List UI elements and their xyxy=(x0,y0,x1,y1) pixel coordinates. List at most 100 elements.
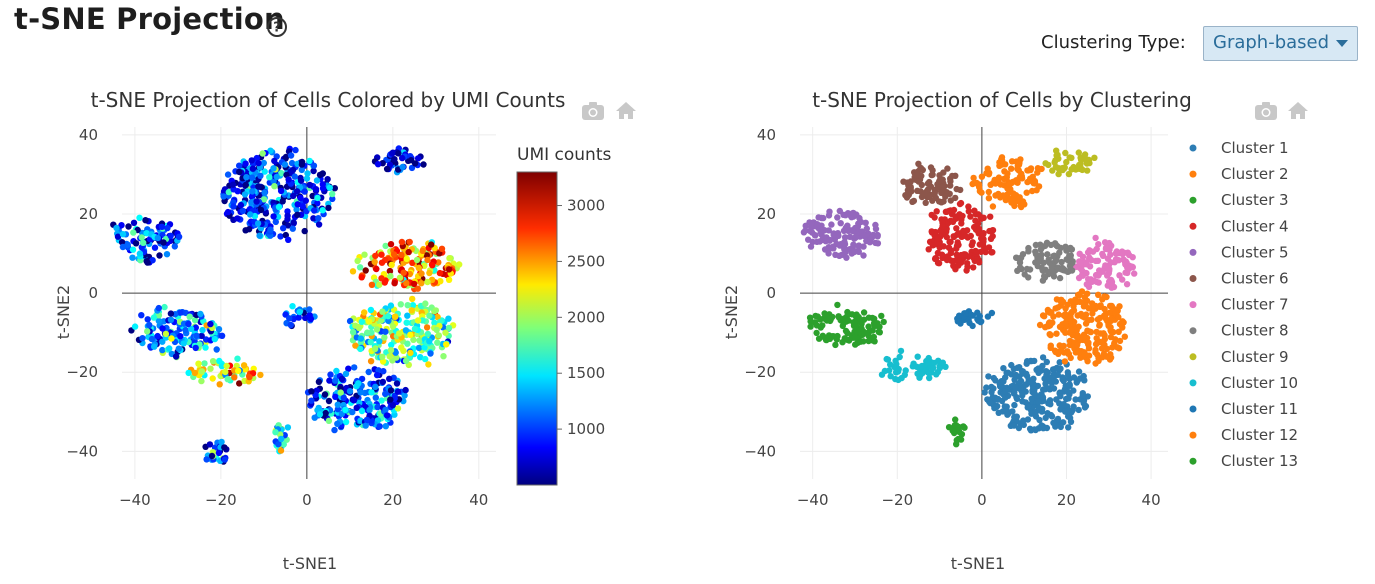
cluster-point xyxy=(1125,265,1133,272)
umi-point xyxy=(294,211,301,218)
umi-point xyxy=(372,394,379,401)
cluster-point xyxy=(1084,358,1091,365)
cluster-point xyxy=(931,255,939,263)
umi-point xyxy=(248,157,255,164)
umi-y-axis-label: t-SNE2 xyxy=(54,285,73,339)
cluster-point xyxy=(1093,278,1100,286)
umi-point xyxy=(319,207,326,214)
home-icon[interactable] xyxy=(616,102,636,119)
cluster-point xyxy=(1015,424,1023,432)
cluster-point xyxy=(903,194,911,201)
legend-label[interactable]: Cluster 10 xyxy=(1221,374,1298,392)
cluster-point xyxy=(1023,360,1030,367)
cluster-point xyxy=(976,241,983,248)
cluster-point xyxy=(1058,266,1065,273)
cluster-point xyxy=(1063,158,1070,166)
umi-point xyxy=(203,456,210,463)
umi-point xyxy=(218,438,225,446)
umi-scatter-chart[interactable]: t-SNE Projection of Cells Colored by UMI… xyxy=(0,0,660,584)
legend-label[interactable]: Cluster 9 xyxy=(1221,348,1289,366)
umi-point xyxy=(187,325,195,332)
umi-point xyxy=(325,417,333,424)
cluster-point xyxy=(1062,149,1069,157)
cluster-point xyxy=(949,172,956,180)
camera-icon[interactable] xyxy=(582,102,604,120)
umi-point xyxy=(373,326,381,333)
umi-point xyxy=(211,335,218,343)
cluster-point xyxy=(1085,339,1092,346)
umi-point xyxy=(310,215,317,222)
legend-label[interactable]: Cluster 7 xyxy=(1221,296,1289,314)
cluster-point xyxy=(883,355,890,363)
legend-label[interactable]: Cluster 4 xyxy=(1221,217,1289,235)
cluster-point xyxy=(973,248,980,255)
umi-point xyxy=(403,280,410,287)
cluster-point xyxy=(974,228,982,235)
cluster-point xyxy=(1076,260,1084,267)
umi-point xyxy=(391,156,398,163)
cluster-point xyxy=(1039,394,1047,401)
umi-point xyxy=(409,302,417,309)
cluster-point xyxy=(924,359,931,366)
cluster-point xyxy=(1057,365,1064,372)
cluster-point xyxy=(1123,281,1131,288)
cluster-point xyxy=(812,232,819,239)
umi-point xyxy=(391,280,398,287)
cluster-point xyxy=(1060,401,1067,408)
cluster-point xyxy=(1042,380,1049,387)
cluster-point xyxy=(867,236,874,244)
legend-label[interactable]: Cluster 6 xyxy=(1221,270,1289,288)
cluster-point xyxy=(996,162,1003,169)
cluster-point xyxy=(988,383,995,391)
cluster-point xyxy=(1044,410,1051,417)
umi-point xyxy=(404,302,411,309)
umi-point xyxy=(239,207,247,215)
cluster-point xyxy=(1112,307,1119,315)
umi-point xyxy=(327,371,334,378)
camera-icon[interactable] xyxy=(1255,102,1277,120)
home-icon[interactable] xyxy=(1288,102,1308,119)
cluster-point xyxy=(1091,154,1098,161)
umi-point xyxy=(393,380,401,387)
legend-label[interactable]: Cluster 5 xyxy=(1221,243,1289,261)
umi-point xyxy=(277,447,285,454)
cluster-point xyxy=(1038,165,1045,173)
umi-point xyxy=(424,256,431,264)
cluster-point xyxy=(1051,240,1059,247)
legend-label[interactable]: Cluster 8 xyxy=(1221,322,1289,340)
legend-marker xyxy=(1189,248,1197,256)
legend-label[interactable]: Cluster 2 xyxy=(1221,165,1289,183)
umi-point xyxy=(297,174,304,182)
cluster-point xyxy=(1064,413,1072,420)
legend-label[interactable]: Cluster 12 xyxy=(1221,426,1298,444)
legend-label[interactable]: Cluster 1 xyxy=(1221,139,1289,157)
clustering-type-select[interactable]: Graph-based xyxy=(1203,26,1358,61)
cluster-scatter-chart[interactable]: t-SNE Projection of Cells by Clustering … xyxy=(690,0,1375,584)
question-circle-icon[interactable]: ? xyxy=(266,16,288,42)
cluster-point xyxy=(931,214,938,221)
legend-label[interactable]: Cluster 11 xyxy=(1221,400,1298,418)
cluster-point xyxy=(952,416,959,423)
umi-point xyxy=(415,264,422,272)
cluster-point xyxy=(968,311,975,319)
cluster-point xyxy=(1107,251,1114,258)
cluster-point xyxy=(895,376,902,384)
umi-point xyxy=(223,362,230,370)
cluster-point xyxy=(1009,197,1016,204)
umi-point xyxy=(349,268,357,275)
umi-point xyxy=(400,269,407,276)
umi-point xyxy=(424,278,431,286)
umi-point xyxy=(114,233,122,240)
umi-point xyxy=(180,340,187,347)
cluster-point xyxy=(1102,244,1110,251)
cluster-legend: Cluster 1 Cluster 2 Cluster 3 Cluster 4 Clus… xyxy=(1189,139,1298,470)
cluster-point xyxy=(1106,239,1113,247)
umi-point xyxy=(414,285,421,292)
umi-point xyxy=(380,368,387,375)
legend-label[interactable]: Cluster 13 xyxy=(1221,452,1298,470)
umi-point xyxy=(349,328,357,336)
cluster-point xyxy=(846,233,854,240)
cluster-point xyxy=(1075,347,1082,354)
umi-point xyxy=(443,341,450,348)
legend-label[interactable]: Cluster 3 xyxy=(1221,191,1289,209)
